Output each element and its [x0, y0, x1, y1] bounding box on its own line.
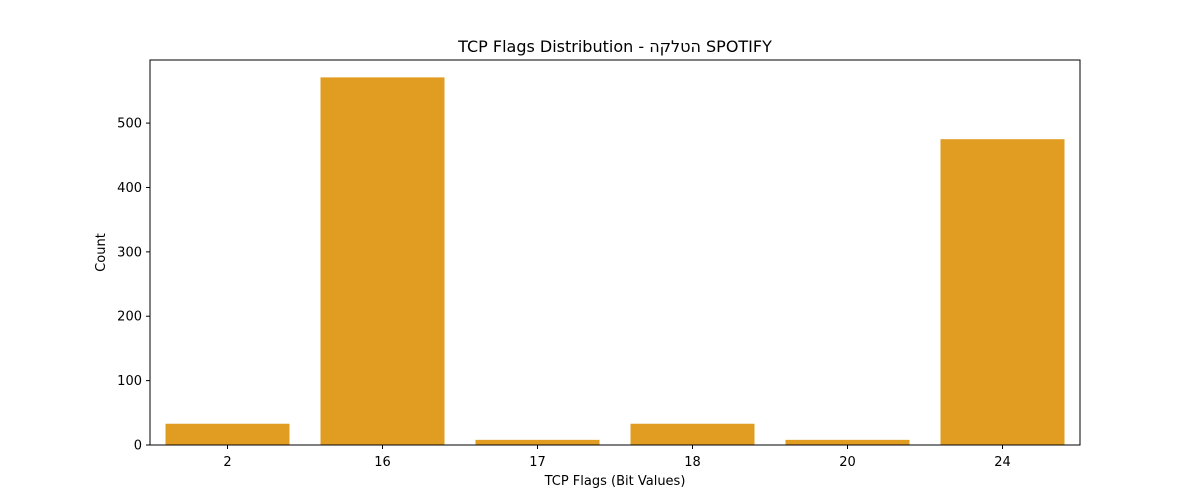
x-axis-label: TCP Flags (Bit Values) — [544, 474, 686, 489]
bar-18 — [630, 423, 755, 445]
bar-24 — [940, 139, 1065, 445]
bar-16 — [320, 77, 445, 446]
y-tick-label: 200 — [117, 310, 142, 325]
x-tick-label: 18 — [684, 455, 701, 470]
x-tick-label: 20 — [839, 455, 856, 470]
bar-2 — [165, 423, 290, 445]
y-tick-label: 500 — [117, 117, 142, 132]
plot-frame — [149, 59, 1081, 446]
y-tick-label: 100 — [117, 374, 142, 389]
y-axis-label: Count — [94, 233, 109, 272]
y-tick-label: 400 — [117, 181, 142, 196]
x-axis: 2 16 17 18 20 24 — [223, 445, 1011, 470]
y-tick-label: 300 — [117, 245, 142, 260]
y-tick-label: 0 — [134, 439, 142, 454]
x-tick-label: 24 — [994, 455, 1011, 470]
bars-group — [165, 77, 1065, 446]
chart-title: TCP Flags Distribution - הטלקה SPOTIFY — [457, 37, 772, 56]
x-tick-label: 16 — [374, 455, 391, 470]
bar-17 — [475, 439, 600, 445]
x-tick-label: 2 — [223, 455, 231, 470]
bar-20 — [785, 439, 910, 445]
x-tick-label: 17 — [529, 455, 546, 470]
y-axis: 0 100 200 300 400 500 — [117, 117, 150, 454]
